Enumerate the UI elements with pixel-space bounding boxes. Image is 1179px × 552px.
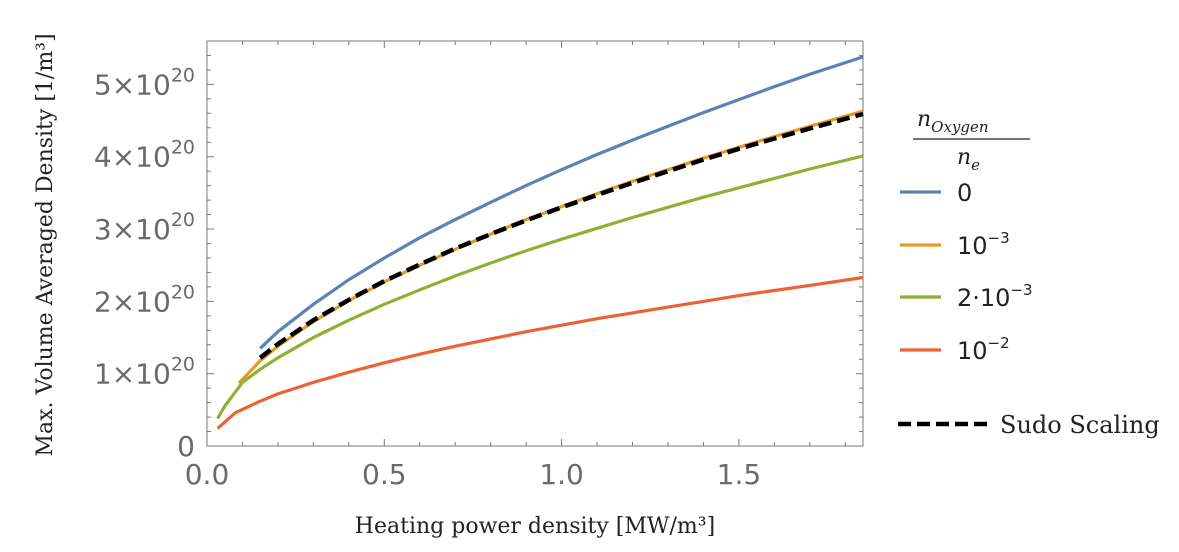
legend-label: 2·10−3: [957, 281, 1033, 312]
y-tick-label: 3×1020: [94, 209, 195, 246]
x-axis-title: Heating power density [MW/m³]: [355, 514, 715, 539]
legend-items: 0 10−3 2·10−3 10−2 Sudo Scaling: [898, 179, 1160, 439]
y-axis: 0 1×1020 2×1020 3×1020 4×1020 5×1020: [94, 64, 195, 463]
y-tick-label: 0: [177, 430, 195, 463]
legend-label: Sudo Scaling: [1000, 411, 1160, 439]
x-tick-label: 1.5: [717, 458, 762, 491]
y-tick-label: 1×1020: [94, 354, 195, 391]
y-tick-label: 2×1020: [94, 281, 195, 318]
plot-frame: [206, 40, 864, 447]
series-line-10-: [216, 275, 864, 430]
x-tick-label: 0.5: [362, 458, 407, 491]
legend-label: 10−3: [957, 229, 1010, 260]
legend-title-denominator: ne: [957, 145, 980, 174]
legend-label: 10−2: [957, 334, 1010, 365]
x-axis: 0.0 0.5 1.0 1.5: [185, 458, 761, 491]
y-tick-label: 5×1020: [94, 64, 195, 101]
series-lines: [216, 55, 864, 430]
y-tick-label: 4×1020: [94, 137, 195, 174]
y-axis-title: Max. Volume Averaged Density [1/m³]: [33, 33, 58, 456]
series-line-10-: [237, 109, 864, 385]
series-line-2-10-: [216, 154, 864, 420]
x-tick-label: 0.0: [185, 458, 230, 491]
x-tick-label: 1.0: [539, 458, 584, 491]
legend: nOxygen ne 0 10−3 2·10−3 10−2 Sudo Scaling: [898, 107, 1160, 439]
legend-title: nOxygen ne: [913, 107, 1030, 174]
series-line-sudo-scaling: [258, 111, 864, 360]
series-line-0: [259, 55, 864, 350]
legend-title-numerator: nOxygen: [917, 107, 989, 136]
legend-label: 0: [957, 179, 972, 207]
